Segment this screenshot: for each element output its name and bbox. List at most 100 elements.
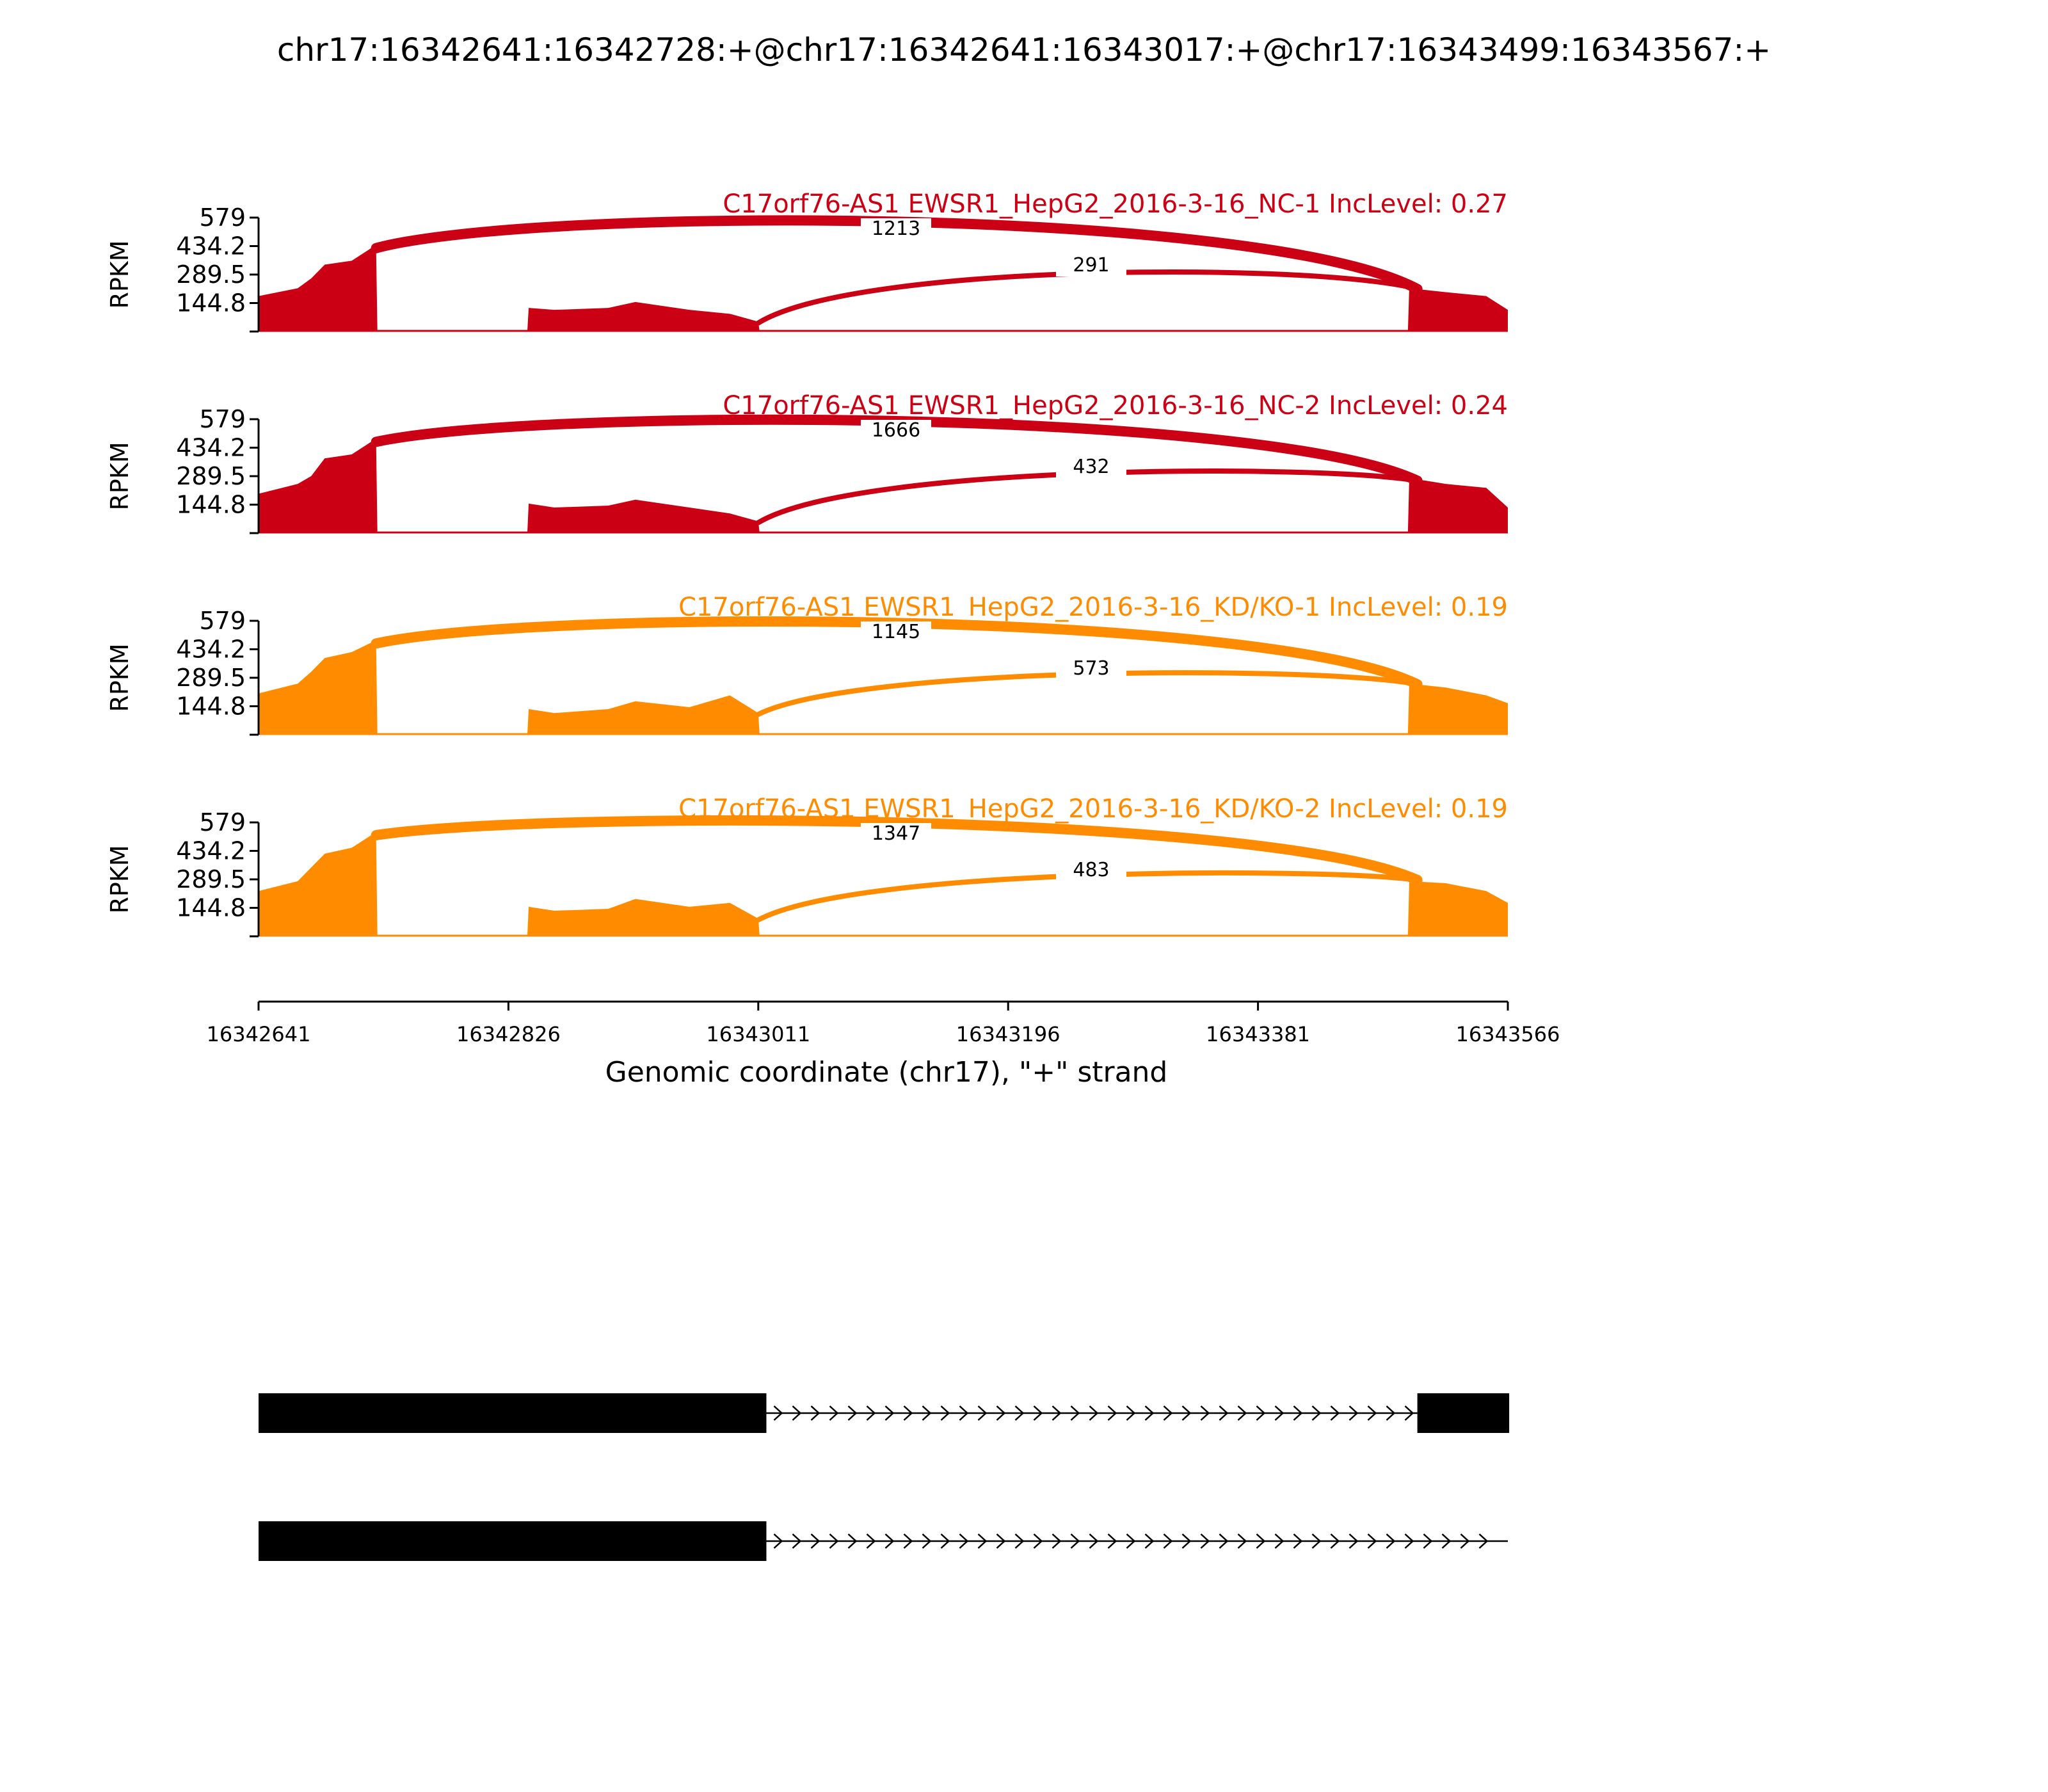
strand-arrow bbox=[922, 1533, 932, 1549]
strand-arrow bbox=[866, 1533, 876, 1549]
junction-count: 483 bbox=[1073, 859, 1109, 881]
strand-arrow bbox=[1348, 1405, 1359, 1421]
junction-count: 291 bbox=[1073, 254, 1109, 276]
strand-arrow bbox=[1219, 1405, 1229, 1421]
strand-arrow bbox=[977, 1533, 988, 1549]
strand-arrow bbox=[1274, 1405, 1284, 1421]
x-tick-label: 16343381 bbox=[1206, 1022, 1310, 1046]
y-axis-label: RPKM bbox=[106, 442, 134, 510]
strand-arrow bbox=[1311, 1533, 1322, 1549]
strand-arrow bbox=[1274, 1533, 1284, 1549]
y-tick-label: 434.2 bbox=[176, 837, 246, 865]
x-tick-label: 16343011 bbox=[706, 1022, 810, 1046]
junction-count: 432 bbox=[1073, 456, 1109, 478]
coverage-panels: 579434.2289.5144.8RPKM1213291C17orf76-AS… bbox=[106, 189, 1508, 938]
strand-arrow bbox=[1404, 1533, 1414, 1549]
junction-arc bbox=[755, 468, 1420, 525]
x-tick-label: 16343566 bbox=[1456, 1022, 1560, 1046]
junction-count: 573 bbox=[1073, 657, 1109, 680]
strand-arrow bbox=[1348, 1533, 1359, 1549]
strand-arrow bbox=[1163, 1405, 1173, 1421]
y-axis-label: RPKM bbox=[106, 240, 134, 308]
junction-label-bg bbox=[861, 823, 931, 845]
strand-arrow bbox=[1126, 1533, 1136, 1549]
junction-count: 1213 bbox=[872, 218, 920, 240]
strand-arrow bbox=[847, 1533, 858, 1549]
strand-arrow bbox=[1460, 1533, 1470, 1549]
exon-block bbox=[259, 1521, 767, 1561]
strand-arrow bbox=[1126, 1405, 1136, 1421]
figure-title: chr17:16342641:16342728:+@chr17:16342641… bbox=[277, 31, 1771, 68]
strand-arrow bbox=[847, 1405, 858, 1421]
strand-arrow bbox=[977, 1405, 988, 1421]
y-tick-label: 289.5 bbox=[176, 664, 246, 692]
strand-arrow bbox=[1144, 1405, 1155, 1421]
junction-arc bbox=[755, 269, 1420, 326]
strand-arrow bbox=[1330, 1405, 1340, 1421]
y-axis-label: RPKM bbox=[106, 845, 134, 913]
strand-arrow bbox=[903, 1405, 913, 1421]
strand-arrow bbox=[884, 1533, 895, 1549]
strand-arrow bbox=[1293, 1405, 1303, 1421]
strand-arrow bbox=[996, 1533, 1006, 1549]
exon-block bbox=[1417, 1393, 1510, 1433]
x-tick-label: 16342641 bbox=[207, 1022, 311, 1046]
strand-arrow bbox=[1386, 1405, 1396, 1421]
strand-arrow bbox=[1441, 1533, 1452, 1549]
y-tick-label: 289.5 bbox=[176, 865, 246, 893]
strand-arrow bbox=[1052, 1405, 1062, 1421]
coverage-area bbox=[259, 832, 1508, 936]
y-tick-label: 144.8 bbox=[176, 289, 246, 317]
strand-arrow bbox=[1200, 1533, 1210, 1549]
y-tick-label: 289.5 bbox=[176, 260, 246, 289]
x-axis: 16342641 16342826 16343011 16343196 16343381… bbox=[207, 1000, 1560, 1046]
isoform bbox=[259, 1393, 1510, 1433]
y-tick-label: 144.8 bbox=[176, 491, 246, 519]
junction-label-bg bbox=[861, 218, 931, 240]
y-tick-label: 144.8 bbox=[176, 894, 246, 922]
strand-arrow bbox=[922, 1405, 932, 1421]
strand-arrow bbox=[1181, 1533, 1192, 1549]
junction-count: 1666 bbox=[872, 419, 920, 442]
sample-label: C17orf76-AS1 EWSR1_HepG2_2016-3-16_NC-2 … bbox=[723, 391, 1508, 420]
strand-arrow bbox=[792, 1533, 802, 1549]
strand-arrow bbox=[1052, 1533, 1062, 1549]
junction-label-bg bbox=[861, 420, 931, 442]
strand-arrow bbox=[959, 1533, 969, 1549]
y-tick-label: 579 bbox=[199, 808, 246, 836]
x-tick-label: 16342826 bbox=[456, 1022, 561, 1046]
isoform-track bbox=[259, 1393, 1510, 1561]
strand-arrow bbox=[1423, 1533, 1433, 1549]
y-axis-label: RPKM bbox=[106, 643, 134, 712]
junction-arc bbox=[371, 815, 1423, 885]
junction-count: 1145 bbox=[872, 621, 920, 643]
y-tick-label: 579 bbox=[199, 607, 246, 635]
strand-arrow bbox=[1330, 1533, 1340, 1549]
strand-arrow bbox=[1070, 1405, 1080, 1421]
strand-arrow bbox=[1311, 1405, 1322, 1421]
x-axis-label: Genomic coordinate (chr17), "+" strand bbox=[605, 1056, 1168, 1089]
strand-arrow bbox=[1367, 1405, 1377, 1421]
strand-arrow bbox=[1144, 1533, 1155, 1549]
strand-arrow bbox=[1089, 1405, 1099, 1421]
strand-arrow bbox=[773, 1533, 783, 1549]
strand-arrow bbox=[1219, 1533, 1229, 1549]
sample-label: C17orf76-AS1 EWSR1_HepG2_2016-3-16_NC-1 … bbox=[723, 189, 1508, 219]
junction-count: 1347 bbox=[872, 822, 920, 845]
strand-arrow bbox=[1367, 1533, 1377, 1549]
y-tick-label: 579 bbox=[199, 405, 246, 433]
strand-arrow bbox=[1089, 1533, 1099, 1549]
coverage-area bbox=[259, 244, 1508, 332]
strand-arrow bbox=[1107, 1405, 1117, 1421]
strand-arrow bbox=[1107, 1533, 1117, 1549]
strand-arrow bbox=[959, 1405, 969, 1421]
strand-arrow bbox=[940, 1405, 950, 1421]
strand-arrow bbox=[1070, 1533, 1080, 1549]
strand-arrow bbox=[1033, 1533, 1043, 1549]
strand-arrow bbox=[1237, 1533, 1247, 1549]
strand-arrow bbox=[1014, 1533, 1025, 1549]
